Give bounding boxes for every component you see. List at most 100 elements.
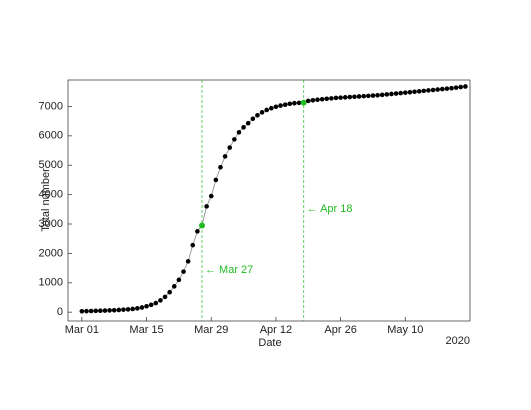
data-point bbox=[264, 107, 269, 113]
data-point bbox=[352, 94, 357, 100]
data-point bbox=[208, 193, 214, 199]
data-point bbox=[356, 94, 362, 99]
data-point bbox=[296, 100, 302, 106]
data-point bbox=[181, 269, 186, 274]
data-point bbox=[144, 304, 149, 309]
data-point bbox=[162, 294, 168, 300]
data-point bbox=[407, 89, 413, 95]
data-point bbox=[305, 98, 311, 104]
data-point bbox=[435, 87, 440, 92]
data-point bbox=[236, 130, 242, 135]
data-point bbox=[347, 94, 353, 100]
data-point bbox=[171, 284, 177, 289]
data-point bbox=[98, 308, 103, 314]
data-point bbox=[393, 91, 399, 96]
data-point bbox=[116, 307, 122, 313]
data-point bbox=[130, 306, 135, 312]
x-tick-label: Apr 12 bbox=[260, 324, 292, 336]
data-point bbox=[463, 84, 468, 89]
x-tick-label: Mar 15 bbox=[129, 324, 163, 336]
data-point bbox=[292, 100, 297, 106]
plot-frame bbox=[67, 79, 471, 322]
data-point bbox=[102, 308, 108, 313]
data-point bbox=[398, 90, 403, 96]
data-point bbox=[185, 259, 191, 264]
data-point bbox=[218, 164, 223, 170]
y-tick-label: 1000 bbox=[39, 277, 63, 289]
data-point bbox=[167, 289, 172, 295]
data-point bbox=[93, 308, 99, 314]
data-point bbox=[458, 84, 464, 90]
data-point bbox=[227, 145, 233, 150]
data-point bbox=[324, 96, 330, 102]
data-point bbox=[88, 308, 94, 314]
year-label: 2020 bbox=[446, 335, 470, 347]
data-point bbox=[273, 104, 279, 110]
data-point bbox=[384, 92, 390, 97]
data-point bbox=[84, 308, 89, 314]
data-point bbox=[176, 277, 182, 283]
data-point bbox=[439, 86, 445, 92]
data-point bbox=[111, 307, 117, 313]
x-tick-label: Mar 01 bbox=[65, 324, 99, 336]
highlight-point bbox=[300, 99, 307, 106]
data-point bbox=[121, 307, 126, 312]
data-point bbox=[366, 93, 371, 99]
data-point bbox=[278, 103, 283, 108]
y-tick-label: 5000 bbox=[39, 159, 63, 171]
x-tick-label: Apr 26 bbox=[324, 324, 356, 336]
data-point bbox=[426, 88, 431, 93]
x-tick-label: Mar 29 bbox=[194, 324, 228, 336]
data-point bbox=[269, 105, 274, 111]
data-point bbox=[416, 89, 422, 94]
x-tick-label: May 10 bbox=[387, 324, 423, 336]
data-point bbox=[107, 308, 112, 313]
data-point bbox=[79, 309, 85, 314]
data-point bbox=[389, 91, 394, 97]
x-axis-label: Date bbox=[258, 337, 281, 349]
data-point bbox=[329, 96, 334, 101]
data-point bbox=[232, 137, 237, 142]
data-point bbox=[287, 101, 293, 107]
y-tick-label: 4000 bbox=[39, 189, 63, 201]
data-point bbox=[342, 95, 348, 100]
data-point bbox=[333, 95, 339, 101]
data-point bbox=[213, 177, 219, 183]
data-point bbox=[158, 298, 163, 303]
y-tick-label: 2000 bbox=[39, 247, 63, 259]
data-point bbox=[204, 204, 209, 209]
y-axis-label: Total number bbox=[40, 168, 52, 232]
data-point bbox=[338, 95, 343, 100]
data-point bbox=[222, 154, 228, 159]
data-point bbox=[379, 92, 385, 98]
data-point bbox=[148, 302, 154, 308]
data-point bbox=[361, 93, 367, 99]
data-point bbox=[370, 93, 376, 98]
data-point bbox=[403, 90, 408, 95]
data-point bbox=[153, 300, 159, 306]
data-point bbox=[453, 85, 459, 90]
annotation-label: ← Apr 18 bbox=[307, 203, 353, 215]
data-point bbox=[259, 110, 265, 115]
data-point bbox=[125, 307, 131, 312]
data-point bbox=[310, 97, 316, 103]
data-point bbox=[430, 87, 436, 93]
annotation-label: ← Mar 27 bbox=[205, 264, 253, 276]
y-tick-label: 6000 bbox=[39, 130, 63, 142]
y-tick-label: 3000 bbox=[39, 218, 63, 230]
data-point bbox=[444, 86, 450, 91]
highlight-point bbox=[199, 222, 205, 229]
data-point bbox=[241, 125, 246, 130]
data-point bbox=[412, 89, 417, 95]
y-tick-label: 0 bbox=[57, 306, 63, 318]
data-point bbox=[190, 242, 196, 248]
data-point bbox=[135, 306, 140, 311]
data-point bbox=[282, 102, 288, 107]
data-point bbox=[449, 85, 454, 91]
series-line bbox=[81, 86, 466, 312]
data-point bbox=[250, 116, 256, 122]
data-point bbox=[315, 97, 320, 102]
data-point bbox=[245, 120, 251, 126]
data-point bbox=[319, 96, 325, 102]
